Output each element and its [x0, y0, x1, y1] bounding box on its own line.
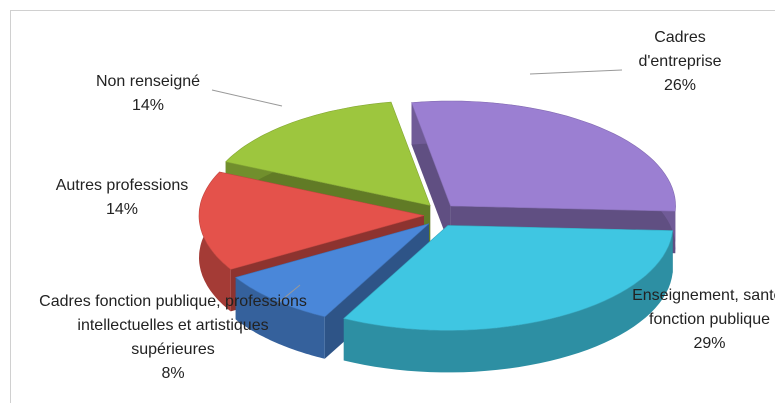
slice-top	[411, 100, 676, 212]
slice-label: Cadres d'entreprise 26%	[630, 26, 730, 98]
category-label: Cadres d'entreprise	[638, 29, 722, 70]
value-label: 8%	[161, 365, 185, 382]
slice	[411, 100, 676, 254]
value-label: 14%	[131, 97, 165, 114]
slice-wall	[235, 277, 325, 359]
slice-top	[343, 225, 674, 331]
leader-line	[211, 89, 283, 107]
leader-line	[529, 69, 623, 75]
slice-label: Autres professions 14%	[22, 174, 222, 222]
value-label: 29%	[693, 335, 726, 352]
slice-top	[225, 101, 431, 206]
value-label: 14%	[105, 201, 139, 218]
slice-top	[198, 171, 425, 270]
slice-label: Cadres fonction publique, professions in…	[38, 290, 308, 386]
category-label: Autres professions	[55, 177, 189, 194]
category-label: Cadres fonction publique, professions in…	[39, 293, 307, 358]
category-label: Non renseigné	[95, 73, 201, 90]
slice-label: Enseignement, santé, fonction publique 29…	[632, 284, 775, 356]
slice	[343, 225, 674, 373]
pie	[198, 100, 676, 373]
slice-label: Non renseigné 14%	[68, 70, 228, 118]
category-label: Enseignement, santé, fonction publique	[632, 287, 775, 328]
slice-wall	[343, 230, 673, 373]
value-label: 26%	[663, 77, 697, 94]
leader-line	[277, 284, 301, 304]
slice-top	[235, 223, 430, 318]
